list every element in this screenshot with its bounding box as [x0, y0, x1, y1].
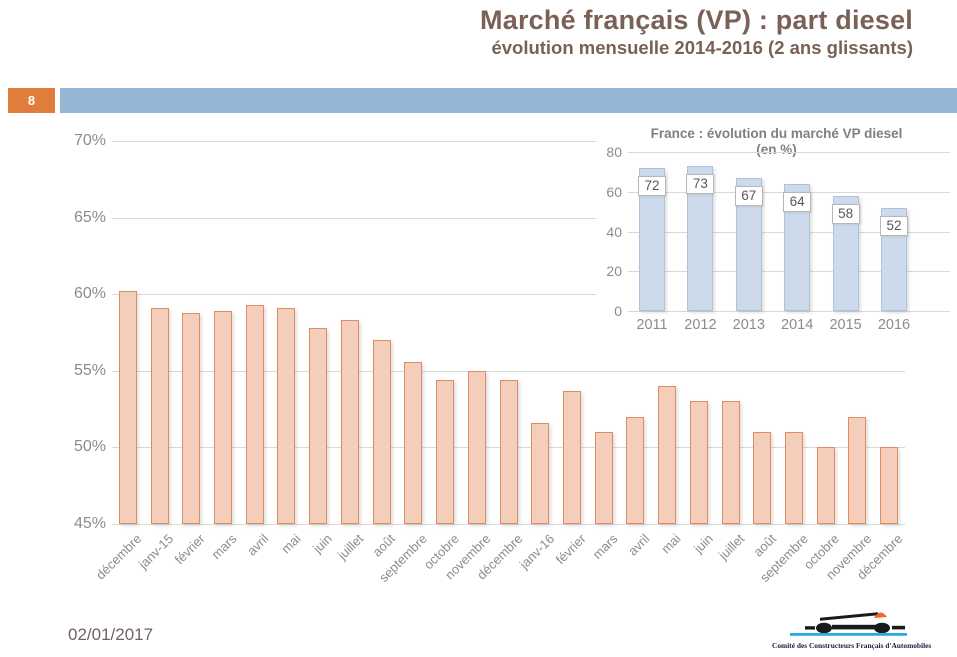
main-bar-octobre: [436, 379, 455, 524]
logo-left-dash: [805, 626, 815, 630]
inset-chart-xtick-label: 2014: [781, 317, 814, 333]
main-bar-octobre: [816, 447, 835, 524]
main-chart-xtick-label: mai: [658, 531, 684, 557]
inset-chart-xtick-label: 2011: [636, 317, 668, 333]
main-chart-ytick-label: 50%: [73, 438, 106, 456]
main-chart-gridline: [112, 141, 905, 142]
main-chart-gridline: [112, 294, 905, 296]
inset-chart-xtick-label: 2016: [877, 317, 911, 333]
main-bar-août: [753, 432, 772, 524]
main-chart-ytick-label: 60%: [73, 285, 106, 303]
inset-chart-xtick-label: 2012: [684, 317, 717, 333]
main-chart-ytick-label: 65%: [73, 208, 106, 226]
main-bar-septembre: [784, 432, 803, 524]
main-bar-avril: [626, 416, 645, 524]
main-chart-xtick-label: décembre: [92, 531, 145, 583]
main-bar-mai: [658, 386, 677, 524]
main-bar-novembre: [848, 416, 867, 524]
main-chart-xtick-label: mai: [277, 531, 304, 557]
main-bar-juin: [689, 401, 708, 524]
main-chart-xtick-label: juillet: [715, 531, 748, 563]
slide-title: Marché français (VP) : part diesel: [480, 5, 913, 35]
inset-bar-value-label: 52: [880, 215, 908, 236]
slide-subtitle: évolution mensuelle 2014-2016 (2 ans gli…: [491, 37, 913, 58]
main-chart-ytick-label: 45%: [73, 515, 106, 532]
main-bar-mai: [277, 307, 296, 524]
main-bar-février: [182, 312, 201, 524]
logo-front-wheel-icon: [816, 622, 832, 634]
inset-chart-ytick-label: 60: [606, 183, 622, 200]
main-bar-avril: [245, 304, 264, 524]
main-bar-mars: [214, 311, 233, 524]
inset-chart-ytick-label: 0: [614, 303, 622, 319]
inset-bar-value-label: 67: [734, 185, 763, 206]
ccfa-logo: [790, 612, 907, 636]
title-block: Marché français (VP) : part diesel évolu…: [480, 4, 913, 59]
logo-orange-accent: [874, 612, 887, 618]
main-bar-juillet: [721, 401, 740, 524]
main-bar-août: [372, 340, 391, 524]
main-bar-décembre: [118, 291, 137, 524]
inset-bar-value-label: 58: [831, 203, 860, 224]
inset-chart-ytick-label: 80: [606, 144, 622, 160]
main-chart-xtick-label: juin: [309, 531, 335, 556]
main-bar-janv-15: [150, 307, 169, 524]
inset-chart-xtick-label: 2013: [732, 317, 765, 333]
main-bar-juin: [309, 327, 328, 524]
main-chart-xtick-label: mars: [208, 531, 240, 563]
inset-bar-value-label: 73: [686, 173, 715, 194]
main-chart-gridline: [112, 370, 905, 372]
inset-chart-title: France : évolution du marché VP diesel (…: [650, 126, 903, 157]
header-accent-bar: [60, 88, 957, 113]
main-chart-xtick-label: janv-16: [516, 531, 557, 572]
main-bar-février: [562, 390, 581, 524]
logo-rear-wheel-icon: [874, 622, 890, 634]
main-chart-xtick-label: janv-15: [135, 531, 177, 572]
main-bar-novembre: [467, 370, 486, 524]
main-chart-xtick-label: avril: [624, 531, 652, 559]
logo-right-dash: [892, 625, 905, 630]
inset-annual-chart: France : évolution du marché VP diesel (…: [596, 120, 957, 349]
inset-bar-value-label: 64: [783, 191, 812, 212]
page-number-badge: 8: [8, 88, 55, 113]
logo-car-roof-shape: [820, 612, 878, 621]
ccfa-logo-text: Comité des Constructeurs Français d'Auto…: [772, 641, 932, 650]
slide-date: 02/01/2017: [68, 625, 154, 644]
main-bar-mars: [594, 432, 613, 524]
main-bar-janv-16: [531, 422, 550, 524]
main-chart-xtick-label: juillet: [334, 531, 367, 563]
main-chart-xtick-label: avril: [243, 531, 272, 559]
main-bar-décembre: [499, 379, 518, 524]
main-chart-ytick-label: 55%: [73, 361, 106, 379]
main-chart-xtick-label: juin: [690, 531, 716, 556]
inset-chart-xtick-label: 2015: [829, 317, 862, 333]
logo-cyan-line: [790, 633, 907, 636]
main-chart-ytick-label: 70%: [73, 132, 106, 149]
main-chart-gridline: [112, 524, 905, 525]
logo-body-bar: [832, 624, 878, 630]
inset-bar-value-label: 72: [638, 175, 666, 196]
inset-chart-ytick-label: 40: [606, 223, 622, 240]
main-chart-xtick-label: février: [171, 531, 208, 568]
main-chart-xtick-label: mars: [589, 531, 621, 563]
main-bar-décembre: [880, 447, 899, 524]
inset-chart-gridline: [628, 311, 950, 312]
main-bar-septembre: [404, 361, 423, 524]
main-chart-xtick-label: février: [552, 531, 589, 568]
main-bar-juillet: [340, 320, 359, 524]
inset-chart-gridline: [628, 152, 950, 153]
main-chart-gridline: [112, 217, 905, 219]
inset-chart-ytick-label: 20: [606, 263, 622, 280]
